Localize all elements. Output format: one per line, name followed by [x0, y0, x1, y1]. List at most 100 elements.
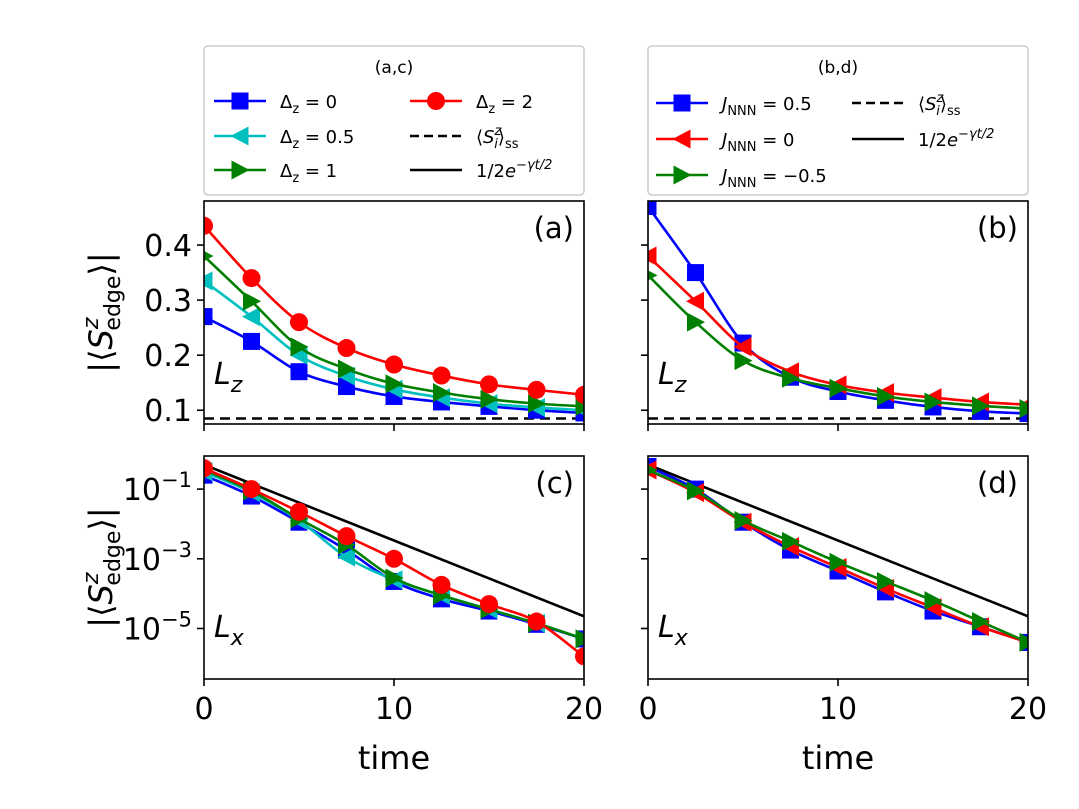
data-point: [686, 291, 704, 311]
data-point: [687, 481, 705, 501]
panel-c: 0 10 20 10−5 10−3 10−1 (c) Lx time |⟨Szedge⟩|: [79, 455, 603, 777]
legend-bd: (b,d) JNNN = 0.5 JNNN = 0 JNNN = −0.5 ⟨Sz i⟩s…: [647, 45, 1029, 196]
data-point: [687, 312, 705, 332]
data-point: [734, 510, 753, 530]
data-point: [782, 531, 800, 551]
legend-label: 1/2e−γt/2: [918, 127, 994, 151]
legend-label: Δz = 2: [476, 92, 533, 117]
data-point: [385, 355, 403, 374]
series-c-3: [204, 459, 584, 666]
legend-marker: [230, 126, 249, 146]
x-axis-label: time: [802, 739, 874, 777]
x-tick-label: 0: [638, 692, 657, 727]
data-point: [480, 375, 498, 394]
series-d-2: [648, 464, 1028, 652]
operator-label: Lx: [214, 610, 245, 651]
data-point: [527, 612, 546, 631]
data-point: [924, 591, 943, 611]
legend-entry: JNNN = −0.5: [656, 165, 827, 191]
data-point: [243, 291, 261, 311]
data-point: [829, 378, 848, 398]
series-a-3: [204, 216, 584, 404]
data-point: [338, 359, 356, 379]
panel-letter: (d): [977, 466, 1018, 500]
data-point: [290, 363, 308, 381]
legend-marker: [673, 94, 691, 112]
legend-label: Δz = 0.5: [280, 127, 354, 152]
data-point: [648, 246, 657, 266]
data-point: [204, 271, 213, 291]
x-tick-label: 10: [819, 692, 857, 727]
data-point: [527, 380, 546, 399]
series-b-2: [648, 270, 1028, 419]
plot-area-a: [204, 216, 584, 422]
data-point: [385, 568, 404, 588]
data-point: [575, 647, 584, 666]
data-point: [290, 337, 309, 357]
legend-entry: 1/2e−γt/2: [410, 158, 552, 182]
exp-decay-line: [648, 463, 1028, 618]
legend-entry: Δz = 0: [214, 92, 337, 117]
data-point: [972, 396, 990, 416]
data-point: [290, 502, 308, 521]
legend-entry: ⟨Sz i⟩ss: [410, 124, 519, 152]
data-point: [734, 351, 753, 371]
panel-letter: (a): [534, 211, 574, 245]
legend-entry: Δz = 2: [410, 92, 533, 117]
legend-label: Δz = 0: [280, 92, 337, 117]
legend-title: (a,c): [375, 58, 413, 78]
panel-b: (b) Lz: [641, 200, 1029, 431]
legend-frame: [203, 45, 585, 196]
data-point: [877, 571, 895, 591]
legend-marker: [672, 129, 691, 149]
plot-area-c: [204, 459, 584, 666]
data-point: [337, 527, 356, 546]
series-line: [648, 468, 1028, 644]
legend-label: JNNN = 0.5: [719, 94, 812, 119]
data-point: [528, 394, 546, 414]
legend-label: JNNN = 0: [719, 130, 794, 155]
data-point: [242, 307, 260, 327]
data-point: [648, 464, 658, 475]
data-point: [480, 595, 498, 614]
legend-entry: Δz = 0.5: [214, 126, 354, 152]
y-tick-label: 10−1: [123, 468, 192, 508]
exp-decay-line: [204, 463, 584, 618]
data-point: [782, 368, 800, 388]
data-point: [290, 313, 308, 332]
data-point: [877, 386, 895, 406]
data-point: [1019, 399, 1028, 419]
y-tick-label: 0.4: [144, 229, 192, 264]
y-axis-label: |⟨Szedge⟩|: [79, 252, 126, 372]
x-tick-label: 20: [1009, 692, 1047, 727]
data-point: [433, 383, 451, 403]
data-point: [432, 366, 451, 385]
plot-area-d: [648, 457, 1028, 652]
y-tick-label: 0.1: [144, 394, 192, 429]
operator-label: Lz: [214, 357, 243, 398]
data-point: [648, 270, 658, 281]
data-point: [242, 269, 261, 288]
data-point: [1019, 632, 1028, 652]
legend-label: Δz = 1: [280, 161, 337, 186]
data-point: [242, 480, 261, 499]
y-tick-label: 10−3: [123, 538, 192, 578]
x-tick-label: 0: [194, 692, 213, 727]
data-point: [385, 549, 403, 568]
y-axis-label: |⟨Szedge⟩|: [79, 507, 126, 627]
data-point: [337, 339, 356, 358]
legend-label: ⟨Sz i⟩ss: [476, 124, 519, 152]
data-point: [204, 459, 213, 478]
plot-area-b: [648, 201, 1028, 423]
operator-label: Lx: [658, 610, 689, 651]
y-tick-label: 0.3: [144, 284, 192, 319]
y-tick-label: 0.2: [144, 339, 192, 374]
operator-label: Lz: [658, 357, 687, 398]
data-point: [243, 332, 260, 350]
data-point: [385, 374, 404, 394]
data-point: [204, 308, 213, 326]
legend-marker: [231, 160, 250, 180]
data-point: [924, 392, 943, 412]
panel-a: 0.1 0.2 0.3 0.4 (a) Lz |⟨Szedge⟩|: [79, 200, 585, 431]
x-tick-label: 20: [565, 692, 603, 727]
